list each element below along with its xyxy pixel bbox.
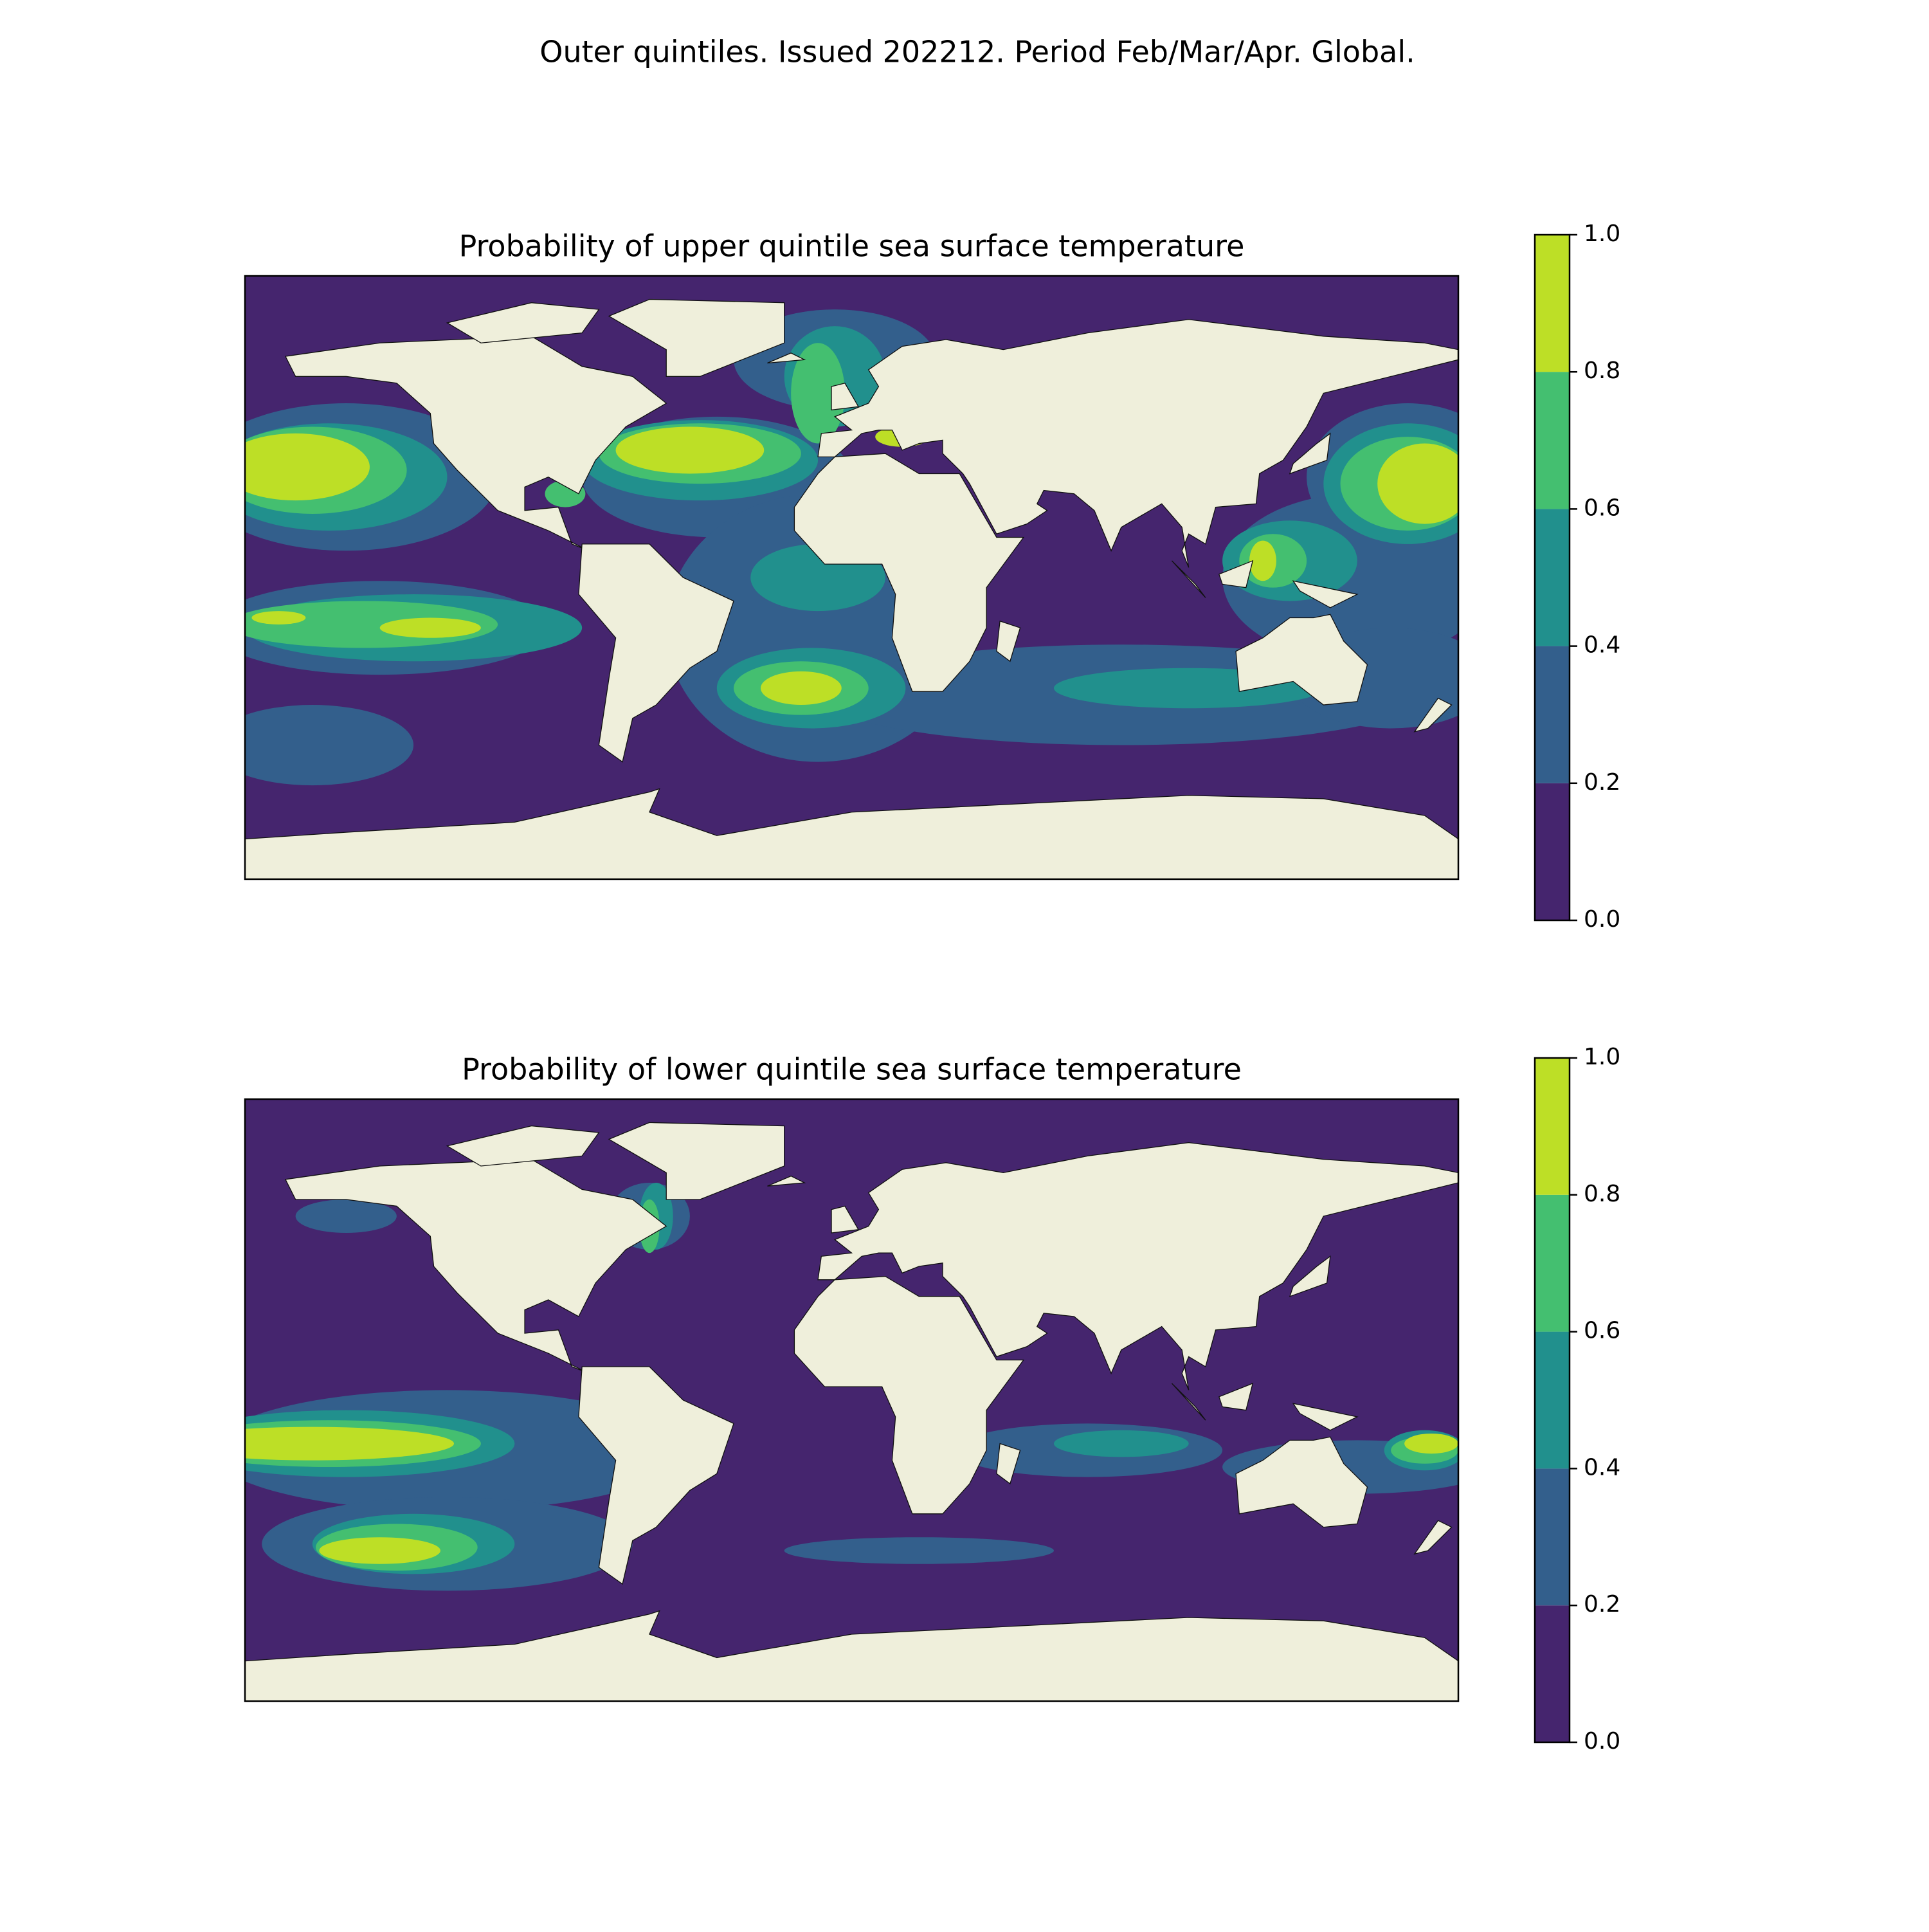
land (1218, 1382, 1254, 1411)
colorbar-tick-label: 0.6 (1584, 1318, 1620, 1344)
probability-region (760, 671, 842, 706)
land (608, 1122, 785, 1200)
colorbar-tick-label: 0.8 (1584, 1181, 1620, 1207)
map-frame (244, 275, 1460, 880)
land (996, 620, 1021, 662)
land (817, 1142, 1458, 1390)
land (793, 453, 1025, 692)
colorbar-tick-label: 0.4 (1584, 632, 1620, 659)
colorbar-segment (1535, 509, 1570, 646)
probability-region (1054, 1430, 1189, 1457)
land (1413, 697, 1453, 733)
land (1171, 560, 1206, 598)
probability-region (245, 433, 370, 501)
land (245, 1610, 1458, 1701)
probability-region (379, 617, 481, 638)
land (578, 1366, 734, 1585)
colorbar-segment (1535, 235, 1570, 372)
probability-region (791, 343, 846, 444)
colorbar-tick-label: 0.2 (1584, 1591, 1620, 1618)
colorbar-tick-label: 1.0 (1584, 221, 1620, 247)
probability-region (251, 611, 306, 624)
land (996, 1443, 1021, 1485)
map (245, 276, 1458, 879)
land (1235, 614, 1368, 706)
colorbar-segment (1535, 1605, 1570, 1742)
land (831, 1205, 860, 1234)
probability-region (1377, 443, 1458, 524)
land (1292, 580, 1359, 608)
land (284, 336, 667, 551)
land (767, 1175, 806, 1187)
probability-region (1404, 1434, 1458, 1454)
probability-region (1249, 540, 1276, 581)
land (1292, 1403, 1359, 1431)
map-frame (244, 1098, 1460, 1702)
land (245, 788, 1458, 879)
land (608, 298, 785, 377)
colorbar-tick-label: 0.4 (1584, 1454, 1620, 1481)
land (1413, 1520, 1453, 1555)
land (831, 383, 860, 411)
panel-title: Probability of upper quintile sea surfac… (459, 229, 1245, 264)
colorbar-segment (1535, 1468, 1570, 1606)
land (793, 1275, 1025, 1515)
colorbar-tick-label: 0.6 (1584, 495, 1620, 521)
colorbar-frame (1534, 233, 1571, 922)
land (1218, 560, 1254, 588)
probability-region (784, 1537, 1054, 1564)
land (1289, 1255, 1331, 1297)
colorbar-tick-label: 0.2 (1584, 769, 1620, 796)
land (767, 352, 806, 364)
land (817, 319, 1458, 568)
map (245, 1099, 1458, 1701)
colorbar-tick-label: 0.0 (1584, 1728, 1620, 1754)
probability-region (295, 1199, 397, 1233)
land (284, 1158, 667, 1374)
land (446, 1125, 600, 1167)
probability-region (245, 705, 414, 786)
land (1171, 1383, 1206, 1421)
land (578, 543, 734, 763)
land (1235, 1436, 1368, 1528)
colorbar-segment (1535, 1331, 1570, 1469)
colorbar-frame (1534, 1057, 1571, 1744)
probability-region (245, 1426, 454, 1461)
colorbar-segment (1535, 783, 1570, 920)
colorbar-segment (1535, 646, 1570, 783)
colorbar-tick-label: 1.0 (1584, 1044, 1620, 1070)
colorbar-tick-label: 0.8 (1584, 358, 1620, 384)
panel-title: Probability of lower quintile sea surfac… (462, 1052, 1242, 1087)
figure-title: Outer quintiles. Issued 202212. Period F… (539, 35, 1415, 69)
colorbar-segment (1535, 1194, 1570, 1332)
probability-region (319, 1537, 441, 1564)
land (1289, 432, 1331, 475)
colorbar-tick-label: 0.0 (1584, 906, 1620, 933)
probability-region (615, 426, 765, 474)
colorbar-segment (1535, 372, 1570, 509)
colorbar-segment (1535, 1058, 1570, 1195)
land (446, 302, 600, 343)
